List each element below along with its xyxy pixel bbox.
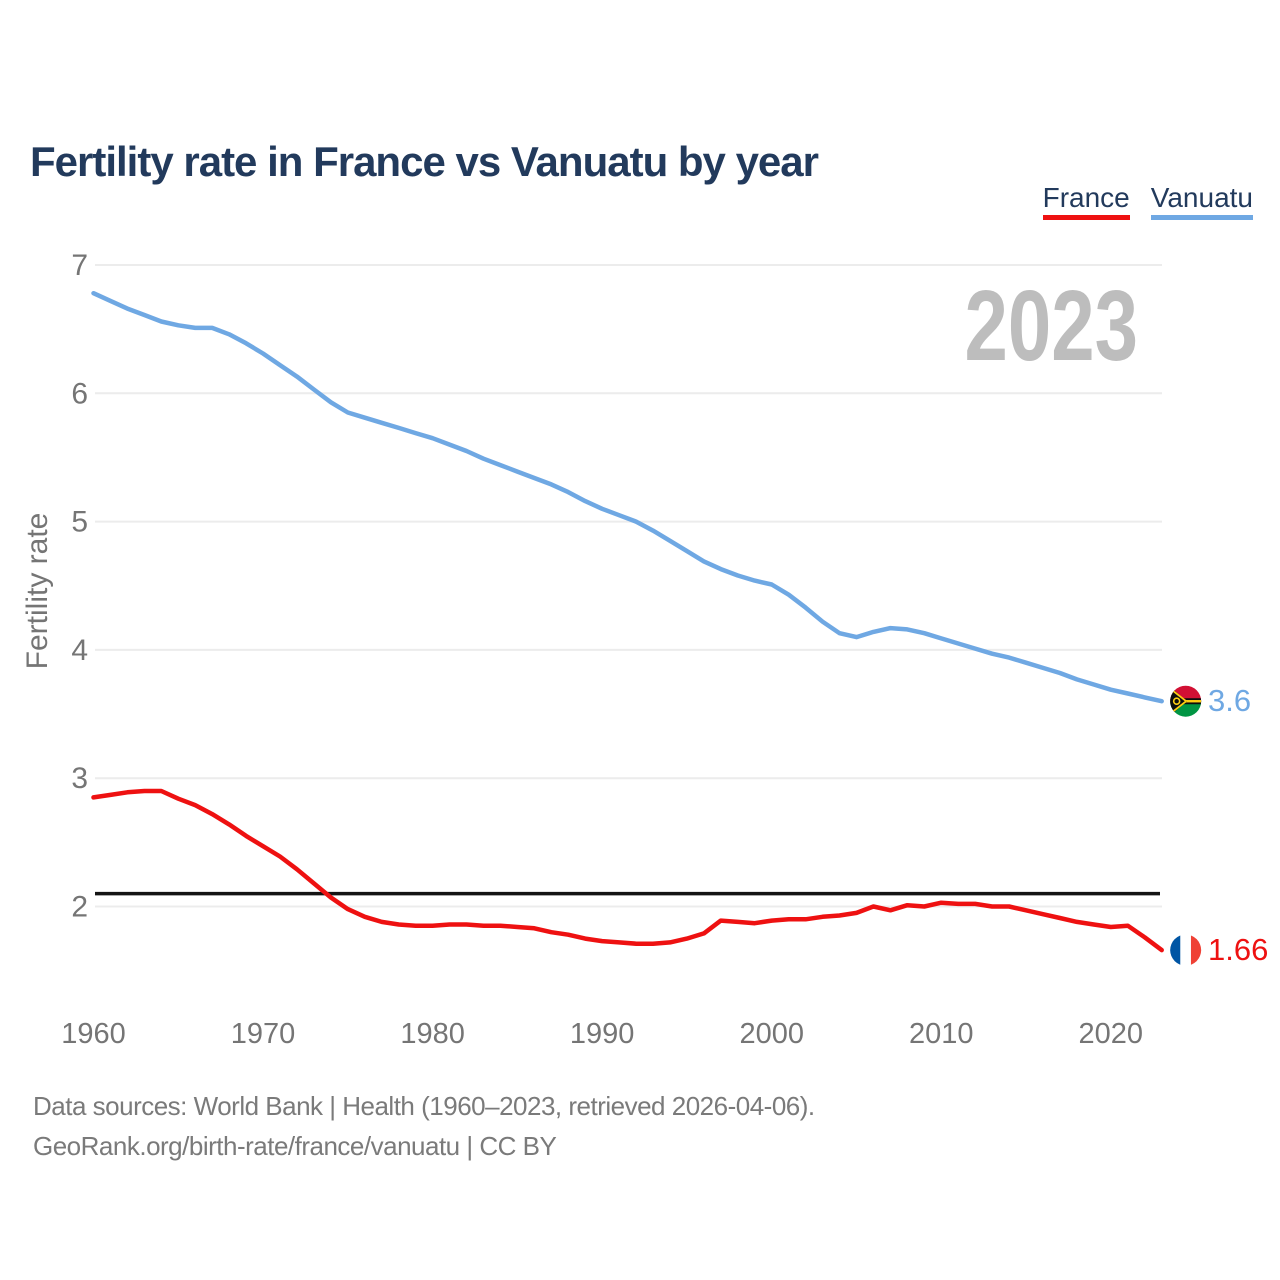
legend-underline-vanuatu-icon	[1150, 215, 1253, 221]
svg-text:5: 5	[71, 506, 88, 539]
svg-text:1980: 1980	[400, 1018, 465, 1050]
footer-sources-line: Data sources: World Bank | Health (1960–…	[33, 1091, 815, 1121]
end-value-label-vanuatu: 3.6	[1208, 683, 1251, 718]
watermark-year: 2023	[965, 271, 1138, 383]
y-axis-title: Fertility rate	[21, 513, 54, 670]
legend-item-vanuatu[interactable]: Vanuatu	[1150, 182, 1253, 221]
svg-text:6: 6	[71, 377, 88, 410]
svg-text:2: 2	[71, 891, 88, 924]
svg-text:2000: 2000	[739, 1018, 804, 1050]
x-tick-labels: 1960 1970 1980 1990 2000 2010 2020	[61, 1018, 1143, 1050]
footer: Data sources: World Bank | Health (1960–…	[33, 1086, 815, 1166]
series-line-vanuatu	[91, 290, 1164, 704]
legend: France Vanuatu	[1042, 182, 1253, 221]
svg-text:3: 3	[71, 762, 88, 795]
page-title: Fertility rate in France vs Vanuatu by y…	[30, 138, 819, 186]
end-value-label-france: 1.66	[1208, 932, 1268, 967]
svg-text:2010: 2010	[909, 1018, 974, 1050]
series-line-france	[91, 788, 1164, 953]
svg-text:1970: 1970	[231, 1018, 296, 1050]
france-flag-icon	[1170, 934, 1202, 966]
footer-attribution-line: GeoRank.org/birth-rate/france/vanuatu | …	[33, 1131, 557, 1161]
svg-text:4: 4	[71, 634, 88, 667]
svg-text:7: 7	[71, 249, 88, 282]
legend-item-france[interactable]: France	[1042, 182, 1130, 221]
legend-underline-france-icon	[1042, 215, 1130, 221]
y-tick-labels: 2 3 4 5 6 7	[71, 249, 88, 924]
legend-label-france: France	[1042, 182, 1130, 213]
svg-text:1960: 1960	[61, 1018, 126, 1050]
svg-text:2020: 2020	[1079, 1018, 1144, 1050]
vanuatu-flag-icon	[1170, 685, 1202, 717]
legend-label-vanuatu: Vanuatu	[1150, 182, 1253, 213]
svg-text:1990: 1990	[570, 1018, 635, 1050]
